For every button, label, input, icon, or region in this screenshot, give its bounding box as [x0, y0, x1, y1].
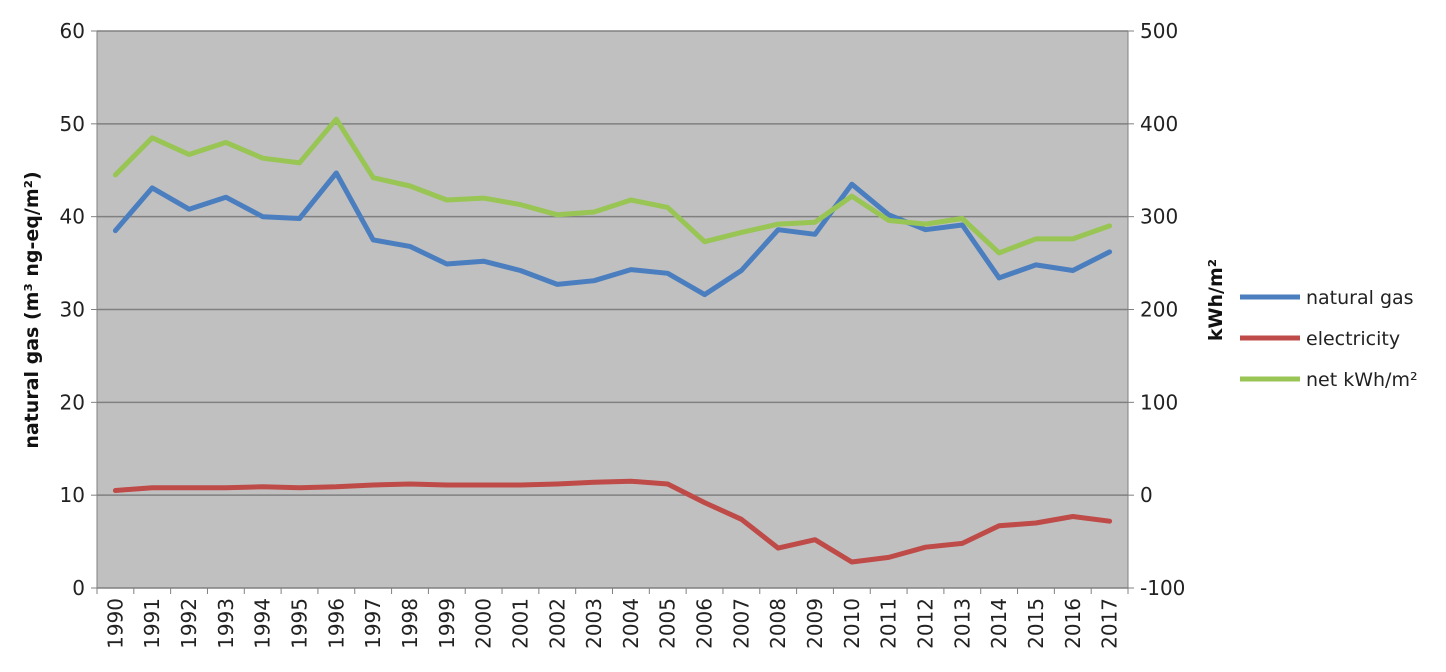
x-tick-label: 2003 [582, 598, 606, 649]
y-axis-title-right: kWh/m² [1205, 259, 1227, 341]
x-tick-label: 2005 [656, 598, 680, 649]
left-axis-ticks: 0 10 20 30 40 50 60 [60, 19, 97, 600]
y2-tick-label: 200 [1140, 298, 1178, 322]
series-lines [112, 116, 1113, 565]
x-tick-label: 2012 [913, 598, 937, 649]
y2-tick-label: -100 [1140, 576, 1185, 600]
series-line-net-kwh-m- [112, 116, 1113, 256]
x-tick-label: 1997 [361, 598, 385, 649]
x-tick-label: 1996 [324, 598, 348, 649]
series-line-natural-gas [112, 170, 1113, 298]
y-axis-title-left: natural gas (m³ ng-eq/m²) [21, 171, 43, 448]
x-tick-label: 1998 [398, 598, 422, 649]
right-axis-ticks: -100 0 100 200 300 400 500 [1128, 19, 1185, 600]
x-tick-label: 2010 [840, 598, 864, 649]
x-tick-label: 2000 [472, 598, 496, 649]
x-tick-label: 1992 [177, 598, 201, 649]
y-tick-label: 20 [60, 390, 85, 414]
y2-tick-label: 300 [1140, 205, 1178, 229]
y-tick-label: 60 [60, 19, 85, 43]
x-tick-label: 1991 [140, 598, 164, 649]
x-tick-label: 2017 [1098, 598, 1122, 649]
y2-tick-label: 100 [1140, 390, 1178, 414]
x-tick-label: 1994 [251, 598, 275, 649]
legend-label: net kWh/m² [1306, 369, 1418, 391]
x-tick-label: 2006 [693, 598, 717, 649]
x-tick-label: 1990 [103, 598, 127, 649]
y-tick-label: 40 [60, 205, 85, 229]
x-tick-label: 1999 [435, 598, 459, 649]
x-tick-label: 2014 [987, 598, 1011, 649]
y2-tick-label: 500 [1140, 19, 1178, 43]
x-tick-label: 2015 [1024, 598, 1048, 649]
x-tick-label: 2004 [619, 598, 643, 649]
x-tick-label: 2008 [766, 598, 790, 649]
x-axis-ticks: 1990 1991 1992 1993 1994 1995 1996 1997 1998 1999… [96, 588, 1129, 649]
x-tick-label: 2007 [729, 598, 753, 649]
y-tick-label: 0 [72, 576, 85, 600]
y-tick-label: 10 [60, 483, 85, 507]
y2-tick-label: 0 [1140, 483, 1153, 507]
x-tick-label: 2002 [545, 598, 569, 649]
series-line-electricity [112, 478, 1113, 565]
x-tick-label: 1993 [214, 598, 238, 649]
x-tick-label: 2016 [1061, 598, 1085, 649]
y-tick-label: 30 [60, 298, 85, 322]
x-tick-label: 2013 [950, 598, 974, 649]
y-tick-label: 50 [60, 112, 85, 136]
legend-label: electricity [1306, 328, 1400, 350]
y2-tick-label: 400 [1140, 112, 1178, 136]
x-tick-label: 2009 [803, 598, 827, 649]
x-tick-label: 2011 [877, 598, 901, 649]
legend: natural gas electricity net kWh/m² [1240, 287, 1418, 391]
x-tick-label: 2001 [508, 598, 532, 649]
x-tick-label: 1995 [288, 598, 312, 649]
legend-label: natural gas [1306, 287, 1414, 309]
